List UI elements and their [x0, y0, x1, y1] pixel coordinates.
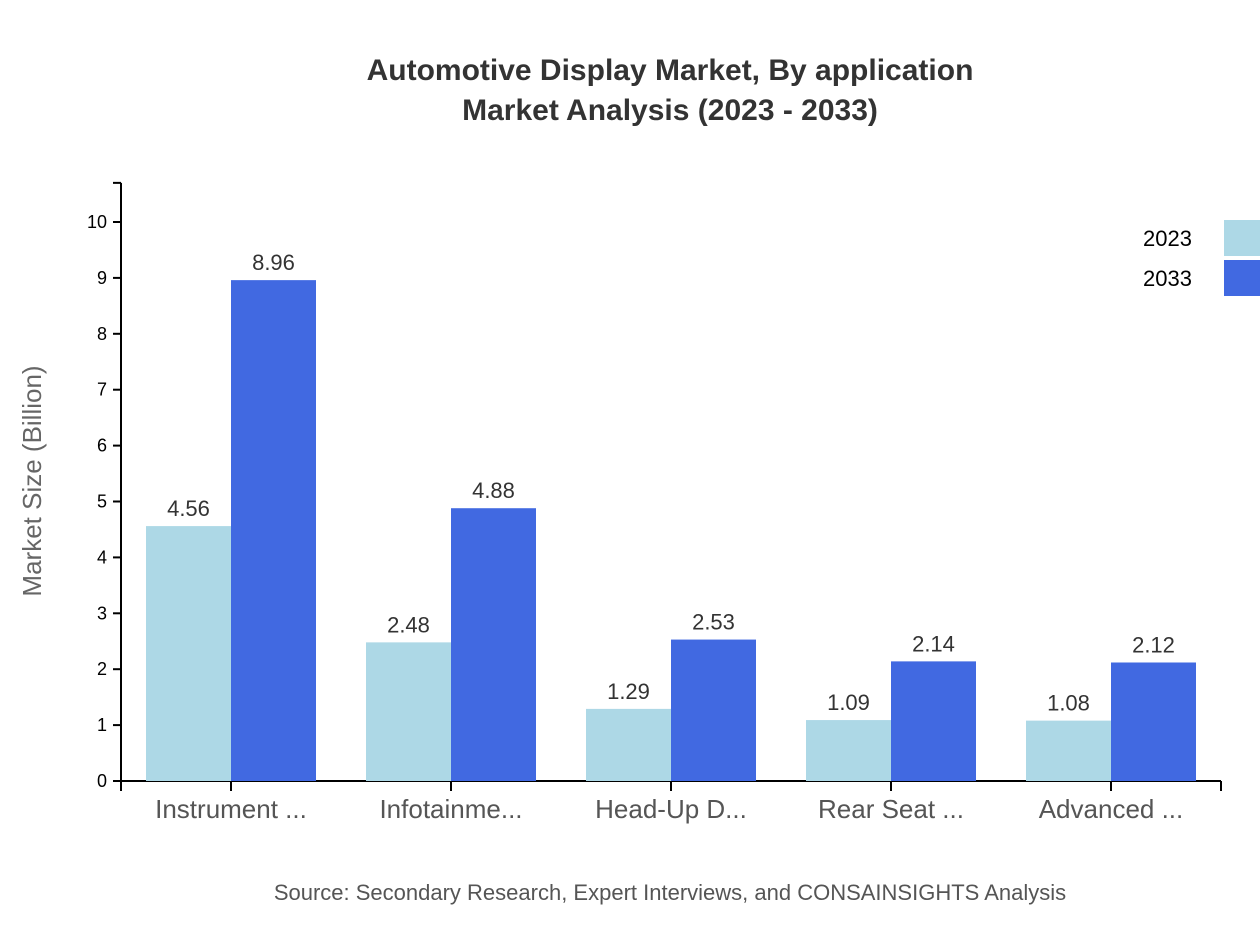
- legend-label: 2023: [1143, 226, 1192, 251]
- bar-2033: [231, 280, 316, 781]
- y-tick-label: 0: [97, 771, 107, 791]
- y-tick-label: 5: [97, 492, 107, 512]
- y-tick-label: 2: [97, 659, 107, 679]
- y-tick-label: 1: [97, 715, 107, 735]
- y-tick-label: 3: [97, 603, 107, 623]
- x-tick-label: Instrument ...: [155, 794, 307, 824]
- legend-swatch: [1224, 260, 1260, 296]
- bar-2023: [146, 526, 231, 781]
- bar-2023: [1026, 720, 1111, 781]
- x-tick-label: Rear Seat ...: [818, 794, 964, 824]
- x-tick-label: Head-Up D...: [595, 794, 747, 824]
- legend-label: 2033: [1143, 266, 1192, 291]
- y-tick-label: 9: [97, 268, 107, 288]
- data-label: 1.29: [607, 679, 650, 704]
- y-tick-label: 6: [97, 436, 107, 456]
- bar-2033: [671, 639, 756, 781]
- y-axis-label: Market Size (Billion): [17, 365, 47, 596]
- y-tick-label: 7: [97, 380, 107, 400]
- source-note: Source: Secondary Research, Expert Inter…: [274, 880, 1066, 905]
- y-tick-label: 10: [87, 212, 107, 232]
- y-tick-label: 4: [97, 547, 107, 567]
- data-label: 2.53: [692, 610, 735, 635]
- bar-2023: [586, 708, 671, 781]
- data-label: 1.09: [827, 690, 870, 715]
- bar-2033: [891, 661, 976, 781]
- bar-2033: [451, 508, 536, 781]
- data-label: 4.56: [167, 496, 210, 521]
- bar-2023: [366, 642, 451, 781]
- chart-subtitle: Market Analysis (2023 - 2033): [462, 94, 878, 127]
- data-label: 4.88: [472, 478, 515, 503]
- legend-swatch: [1224, 220, 1260, 256]
- data-label: 2.14: [912, 631, 955, 656]
- y-tick-label: 8: [97, 324, 107, 344]
- x-tick-label: Infotainme...: [379, 794, 522, 824]
- data-label: 2.12: [1132, 632, 1175, 657]
- data-label: 1.08: [1047, 691, 1090, 716]
- chart-title: Automotive Display Market, By applicatio…: [367, 54, 974, 87]
- data-label: 8.96: [252, 250, 295, 275]
- bar-2033: [1111, 662, 1196, 781]
- data-label: 2.48: [387, 612, 430, 637]
- bar-2023: [806, 720, 891, 781]
- x-tick-label: Advanced ...: [1039, 794, 1184, 824]
